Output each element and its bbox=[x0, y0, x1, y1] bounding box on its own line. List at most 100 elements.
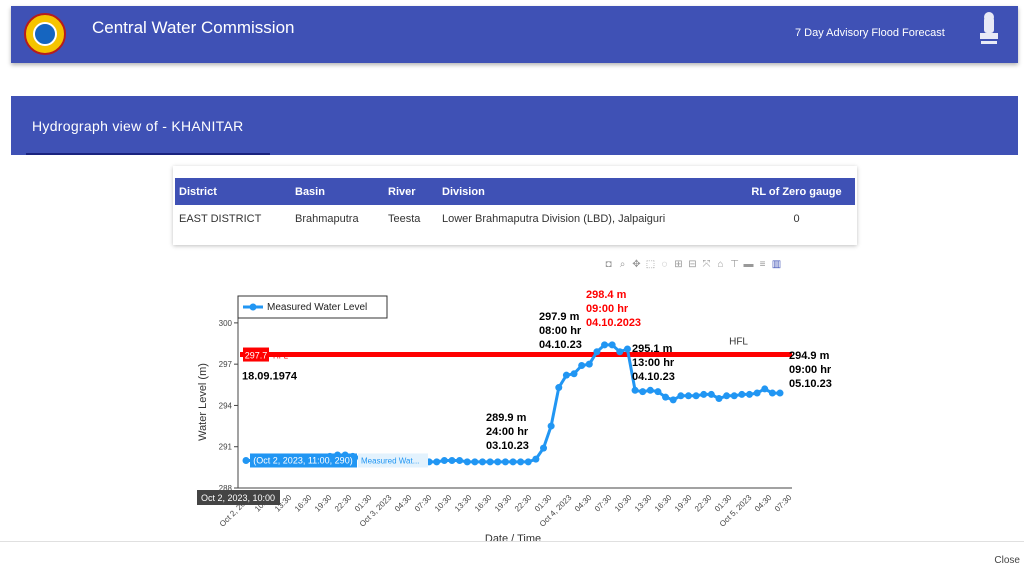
x-tick-label: 04:30 bbox=[573, 493, 594, 514]
advisory-forecast-link[interactable]: 7 Day Advisory Flood Forecast bbox=[795, 27, 945, 39]
data-point[interactable] bbox=[662, 393, 670, 401]
data-point[interactable] bbox=[753, 389, 761, 397]
y-tick-label: 288 bbox=[219, 484, 233, 493]
data-point[interactable] bbox=[242, 456, 250, 464]
hover-compare-icon[interactable]: ≡ bbox=[759, 259, 766, 270]
data-point[interactable] bbox=[768, 389, 776, 397]
autoscale-icon[interactable]: ⤧ bbox=[702, 259, 711, 270]
title-underline bbox=[26, 153, 270, 155]
reset-axes-icon[interactable]: ⌂ bbox=[717, 259, 724, 270]
annotation-label: 294.9 m bbox=[789, 350, 830, 362]
lasso-icon[interactable]: ◌ bbox=[661, 259, 668, 270]
data-point[interactable] bbox=[761, 385, 769, 393]
zoom-icon[interactable]: ⌕ bbox=[619, 259, 626, 270]
data-point[interactable] bbox=[448, 456, 456, 464]
x-tick-label: 04:30 bbox=[753, 493, 774, 514]
y-tick-label: 297 bbox=[219, 360, 233, 369]
annotation-label: 289.9 m bbox=[486, 412, 527, 424]
x-tick-label: 16:30 bbox=[473, 493, 494, 514]
data-point[interactable] bbox=[578, 362, 586, 370]
data-point[interactable] bbox=[517, 458, 525, 466]
x-tick-label: 10:30 bbox=[613, 493, 634, 514]
data-point[interactable] bbox=[471, 458, 479, 466]
data-point[interactable] bbox=[555, 384, 563, 392]
data-point[interactable] bbox=[440, 456, 448, 464]
data-point[interactable] bbox=[501, 458, 509, 466]
data-point[interactable] bbox=[608, 341, 616, 349]
hfl-date-label: 18.09.1974 bbox=[242, 371, 298, 383]
data-point[interactable] bbox=[723, 392, 731, 400]
data-point[interactable] bbox=[585, 360, 593, 368]
data-point[interactable] bbox=[524, 458, 532, 466]
x-tick-label: 04:30 bbox=[393, 493, 414, 514]
data-point[interactable] bbox=[616, 348, 624, 356]
hfl-hover-box bbox=[243, 347, 269, 362]
data-point[interactable] bbox=[509, 458, 517, 466]
close-button[interactable]: Close bbox=[994, 555, 1020, 566]
national-emblem-icon bbox=[980, 12, 998, 44]
table-row: EAST DISTRICT Brahmaputra Teesta Lower B… bbox=[175, 205, 855, 232]
annotation-label: 05.10.23 bbox=[789, 378, 832, 390]
data-point[interactable] bbox=[692, 392, 700, 400]
data-point[interactable] bbox=[463, 458, 471, 466]
data-point[interactable] bbox=[715, 395, 723, 403]
data-point[interactable] bbox=[547, 422, 555, 430]
annotation-label: 298.4 m bbox=[586, 289, 627, 301]
data-point[interactable] bbox=[601, 341, 609, 349]
plotly-logo-icon[interactable]: ▥ bbox=[771, 259, 782, 270]
data-point[interactable] bbox=[684, 392, 692, 400]
data-point[interactable] bbox=[623, 345, 631, 353]
x-tick-label: 07:30 bbox=[773, 493, 794, 514]
column-header: RL of Zero gauge bbox=[738, 178, 855, 205]
data-point[interactable] bbox=[456, 456, 464, 464]
data-point[interactable] bbox=[745, 390, 753, 398]
hfl-hover-name: HFL bbox=[273, 352, 289, 361]
zoom-out-icon[interactable]: ⊟ bbox=[688, 259, 697, 270]
data-point[interactable] bbox=[677, 392, 685, 400]
data-point[interactable] bbox=[486, 458, 494, 466]
data-point[interactable] bbox=[669, 396, 677, 404]
data-point[interactable] bbox=[570, 370, 578, 378]
app-title: Central Water Commission bbox=[92, 18, 295, 37]
data-point[interactable] bbox=[540, 444, 548, 452]
camera-icon[interactable]: ◘ bbox=[605, 259, 612, 270]
data-point[interactable] bbox=[646, 386, 654, 394]
spike-lines-icon[interactable]: ⊤ bbox=[730, 259, 739, 270]
data-point[interactable] bbox=[738, 390, 746, 398]
data-point[interactable] bbox=[532, 455, 540, 463]
data-point[interactable] bbox=[494, 458, 502, 466]
x-tick-label: 19:30 bbox=[673, 493, 694, 514]
data-point[interactable] bbox=[639, 388, 647, 396]
hfl-hover-value: 297.7 bbox=[245, 351, 268, 361]
hover-closest-icon[interactable]: ▬ bbox=[743, 259, 754, 270]
data-point[interactable] bbox=[654, 388, 662, 396]
hydrograph-chart[interactable]: 288 291 294 297 300 Water Level (m) Oct 2, 202… bbox=[180, 254, 848, 545]
box-select-icon[interactable]: ⬚ bbox=[645, 259, 656, 270]
station-info-table: District Basin River Division RL of Zero… bbox=[175, 178, 855, 232]
table-cell: Brahmaputra bbox=[295, 212, 359, 225]
annotation-label: 08:00 hr bbox=[539, 325, 582, 337]
data-point[interactable] bbox=[478, 458, 486, 466]
annotation-label: 13:00 hr bbox=[632, 357, 675, 369]
x-tick-label: 13:30 bbox=[633, 493, 654, 514]
data-point[interactable] bbox=[593, 348, 601, 356]
table-cell: EAST DISTRICT bbox=[179, 212, 262, 225]
data-point[interactable] bbox=[776, 389, 784, 397]
data-point[interactable] bbox=[730, 392, 738, 400]
zoom-in-icon[interactable]: ⊞ bbox=[674, 259, 683, 270]
data-point[interactable] bbox=[700, 390, 708, 398]
legend-swatch-point bbox=[249, 303, 257, 311]
data-point[interactable] bbox=[562, 371, 570, 379]
data-point[interactable] bbox=[631, 386, 639, 394]
data-point[interactable] bbox=[707, 390, 715, 398]
annotation-label: 09:00 hr bbox=[586, 303, 629, 315]
annotation-label: 04.10.23 bbox=[539, 339, 582, 351]
column-header: Basin bbox=[291, 178, 384, 205]
point-hover-box bbox=[250, 453, 357, 468]
annotation-label: 04.10.23 bbox=[632, 371, 675, 383]
data-point[interactable] bbox=[433, 458, 441, 466]
legend-box bbox=[237, 295, 388, 319]
hydrograph-plot[interactable]: ◘ ⌕ ✥ ⬚ ◌ ⊞ ⊟ ⤧ ⌂ ⊤ ▬ ≡ ▥ 288 291 294 297 300 Water Level… bbox=[180, 254, 848, 554]
y-tick-label: 294 bbox=[219, 401, 233, 410]
pan-icon[interactable]: ✥ bbox=[632, 259, 641, 270]
